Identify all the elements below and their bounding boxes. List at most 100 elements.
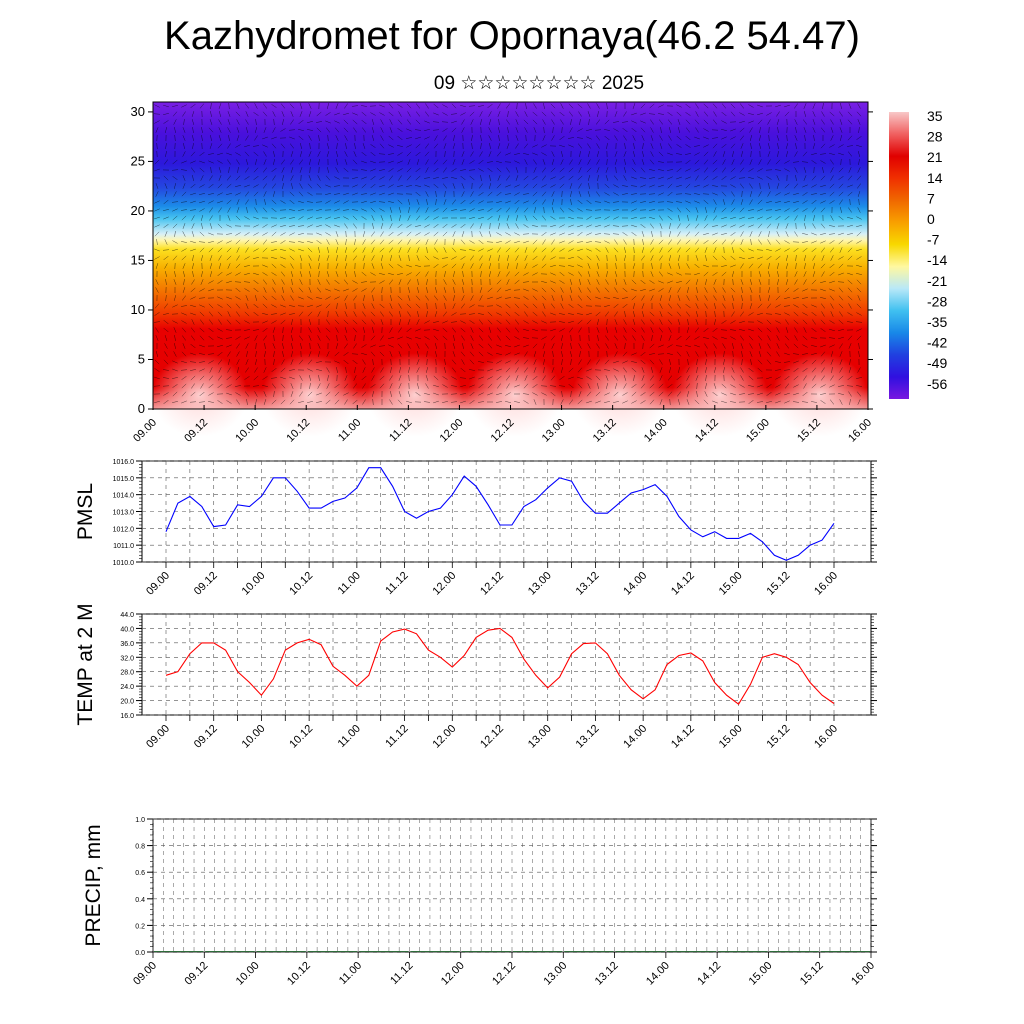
y-tick-label: 1010.0 <box>113 560 135 567</box>
x-tick-label: 09.12 <box>192 723 220 751</box>
colorbar-label: -49 <box>927 355 947 371</box>
y-tick-label: 10 <box>131 302 145 317</box>
y-tick-label: 1013.0 <box>113 510 135 517</box>
x-tick-label: 13.00 <box>526 723 554 751</box>
precip-bar <box>564 951 614 952</box>
pmsl-panel-ylabel: PMSL <box>74 483 97 540</box>
precip-bar <box>256 951 306 952</box>
x-tick-label: 10.12 <box>287 723 315 751</box>
y-tick-label: 30 <box>131 104 145 119</box>
y-tick-label: 1016.0 <box>113 459 135 466</box>
y-tick-label: 0.6 <box>135 870 145 877</box>
precip-bar <box>513 951 563 952</box>
y-tick-label: 0.2 <box>135 923 145 930</box>
x-tick-label: 16.00 <box>812 723 840 751</box>
chart-title: Kazhydromet for Opornaya(46.2 54.47) <box>164 14 860 58</box>
colorbar-label: -56 <box>927 376 947 392</box>
precip-panel-ylabel: PRECIP, mm <box>82 824 105 946</box>
x-tick-label: 15.12 <box>764 723 792 751</box>
x-tick-label: 15.00 <box>717 723 745 751</box>
warm-core <box>467 353 563 437</box>
y-tick-label: 20 <box>131 203 145 218</box>
y-tick-label: 1011.0 <box>113 543 134 550</box>
x-tick-label: 12.12 <box>490 960 518 988</box>
warm-core <box>262 353 358 437</box>
x-tick-label: 15.12 <box>764 570 792 598</box>
precip-bar <box>307 951 358 952</box>
x-tick-label: 13.12 <box>574 723 602 751</box>
colorbar-label: 21 <box>927 149 943 165</box>
warm-core <box>367 353 463 437</box>
x-tick-label: 14.12 <box>695 960 723 988</box>
colorbar-label: -21 <box>927 273 947 289</box>
wind-vectors <box>153 102 863 406</box>
colorbar-label: 0 <box>927 211 935 227</box>
y-tick-label: 20.0 <box>120 699 134 706</box>
x-tick-label: 12.00 <box>430 570 458 598</box>
x-tick-label: 11.00 <box>337 960 364 987</box>
y-tick-label: 0.8 <box>135 844 145 851</box>
precip-bar <box>718 951 768 952</box>
pmsl-line <box>165 467 835 561</box>
x-tick-label: 09.12 <box>192 570 220 598</box>
x-tick-label: 11.00 <box>336 570 363 597</box>
x-tick-label: 13.12 <box>593 960 621 988</box>
precip-bar <box>410 951 460 952</box>
colorbar-label: 28 <box>927 129 943 145</box>
x-tick-label: 15.12 <box>798 960 826 988</box>
x-tick-label: 11.12 <box>383 570 410 597</box>
colorbar-label: -42 <box>927 335 947 351</box>
x-tick-label: 12.12 <box>478 570 506 598</box>
x-tick-label: 10.00 <box>240 723 268 751</box>
y-tick-label: 1015.0 <box>113 476 135 483</box>
x-tick-label: 09.00 <box>144 723 172 751</box>
x-tick-label: 16.00 <box>849 960 877 988</box>
x-tick-label: 12.12 <box>478 723 506 751</box>
y-tick-label: 1014.0 <box>113 493 135 500</box>
y-tick-label: 5 <box>138 351 145 366</box>
colorbar-label: 35 <box>927 108 943 124</box>
x-tick-label: 10.12 <box>287 570 315 598</box>
warm-core <box>152 353 248 437</box>
y-tick-label: 16.0 <box>120 713 134 720</box>
x-tick-label: 15.00 <box>717 570 745 598</box>
y-tick-label: 1.0 <box>135 817 145 824</box>
colorbar-label: -35 <box>927 314 947 330</box>
x-tick-label: 09.12 <box>182 960 210 988</box>
precip-bar <box>820 951 870 952</box>
x-tick-label: 14.12 <box>669 723 697 751</box>
temp-panel-frame <box>141 613 872 716</box>
y-tick-label: 28.0 <box>120 670 134 677</box>
x-tick-label: 16.00 <box>812 570 840 598</box>
precip-bar <box>154 951 204 952</box>
x-tick-label: 14.00 <box>644 960 672 988</box>
y-tick-label: 25 <box>131 153 145 168</box>
y-tick-label: 36.0 <box>120 641 134 648</box>
colorbar-label: -7 <box>927 232 940 248</box>
x-tick-label: 11.12 <box>388 960 415 987</box>
x-tick-label: 09.00 <box>144 570 172 598</box>
y-tick-label: 40.0 <box>120 626 134 633</box>
x-tick-label: 11.00 <box>336 723 363 750</box>
y-tick-label: 15 <box>131 252 145 267</box>
precip-bar <box>461 951 511 952</box>
precip-bar <box>615 951 665 952</box>
temp-panel-ylabel: TEMP at 2 M <box>74 603 97 725</box>
precip-bar <box>769 951 819 952</box>
colorbar-label: -14 <box>927 252 947 268</box>
colorbar-label: 7 <box>927 190 935 206</box>
temp-line <box>165 627 835 706</box>
y-tick-label: 0.0 <box>135 950 145 957</box>
colorbar-label: -28 <box>927 293 947 309</box>
precip-bar <box>205 951 255 952</box>
warm-core <box>572 353 668 437</box>
y-tick-label: 1012.0 <box>113 526 135 533</box>
precip-bar <box>359 951 409 952</box>
y-tick-label: 24.0 <box>120 684 134 691</box>
colorbar-label: 14 <box>927 170 943 186</box>
warm-core <box>772 353 868 437</box>
x-tick-label: 14.12 <box>669 570 697 598</box>
x-tick-label: 09.00 <box>131 417 159 445</box>
x-tick-label: 13.12 <box>574 570 602 598</box>
